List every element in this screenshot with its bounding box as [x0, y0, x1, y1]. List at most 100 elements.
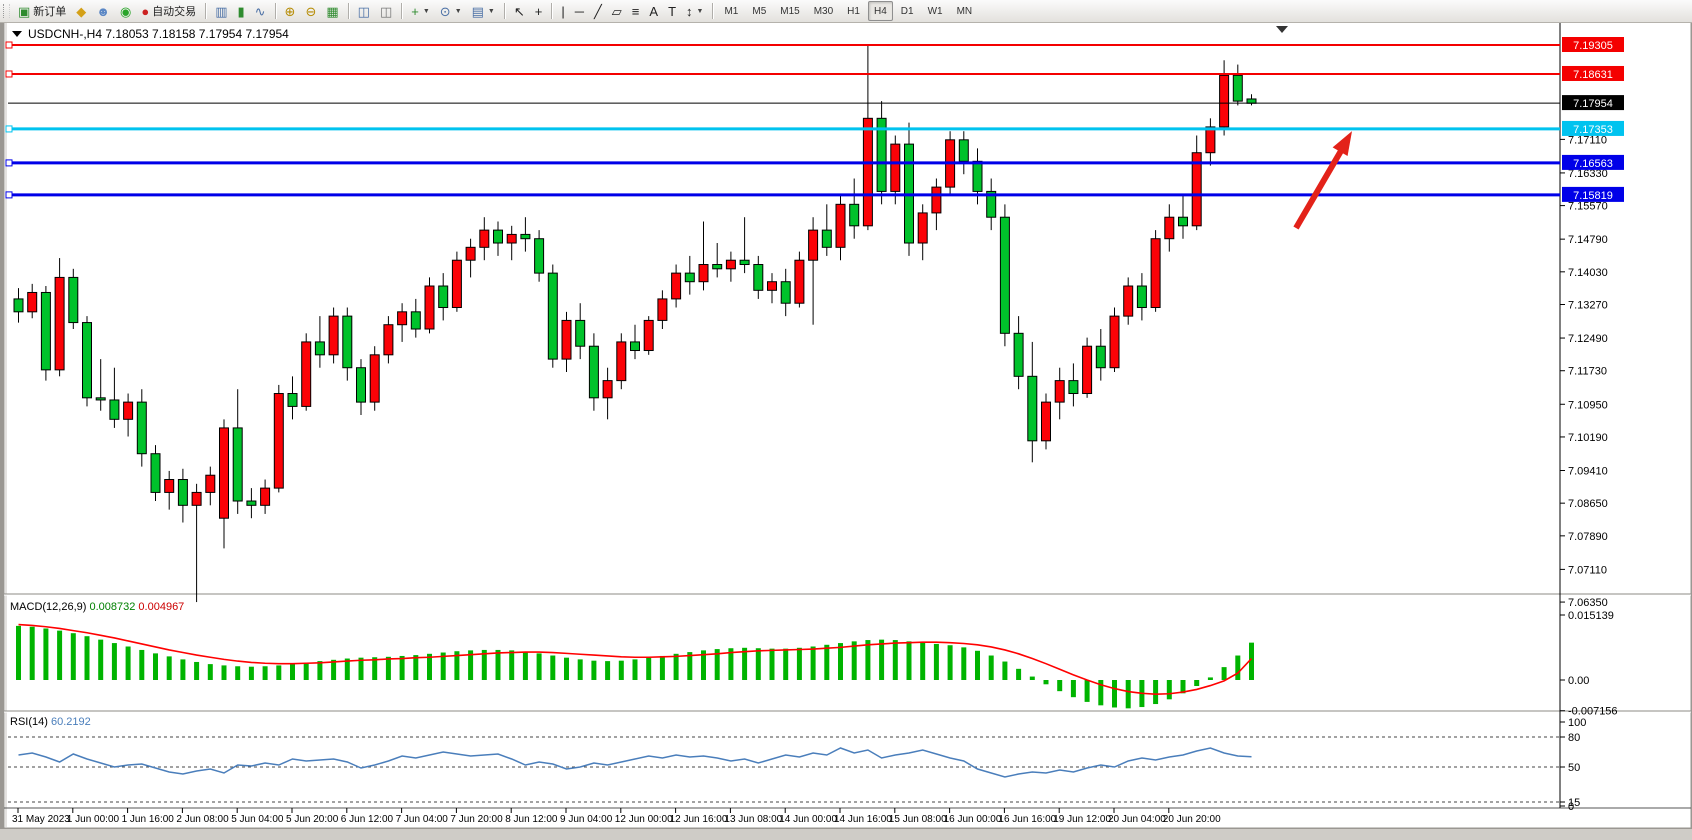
support-line-blue-2-handle[interactable] — [5, 191, 13, 199]
current-price-badge[interactable] — [1562, 95, 1624, 111]
tile-windows-button[interactable]: ▦ — [322, 1, 342, 21]
candle-body — [1205, 126, 1216, 154]
candle-body — [109, 399, 120, 420]
candle-body — [479, 229, 490, 248]
bar-chart-button[interactable]: ▥ — [211, 1, 231, 21]
macd-histogram-bar — [495, 649, 501, 680]
new-order-button[interactable]: ▣ 新订单 — [14, 1, 70, 21]
candle-body — [424, 285, 435, 330]
annotation-arrow-head[interactable] — [1332, 131, 1353, 156]
macd-histogram-bar — [1221, 667, 1227, 680]
line-chart-button[interactable]: ∿ — [251, 1, 270, 21]
chevron-down-icon[interactable]: ▼ — [487, 7, 495, 15]
chart-shift-marker[interactable] — [1276, 26, 1288, 33]
resistance-line-2-badge[interactable] — [1562, 65, 1624, 81]
annotation-arrow-shaft[interactable] — [1293, 142, 1348, 230]
chevron-down-icon[interactable]: ▼ — [454, 7, 462, 15]
community-icon: ☻ — [96, 3, 110, 19]
macd-histogram-bar — [153, 653, 158, 680]
resistance-line-2-handle[interactable] — [5, 70, 13, 78]
candle-body — [410, 311, 421, 330]
zoom-in-button[interactable]: ⊕ — [281, 1, 300, 21]
candle-body — [794, 259, 805, 304]
macd-histogram-bar — [742, 647, 748, 680]
text-button[interactable]: A — [645, 1, 662, 21]
template-button[interactable]: ▤ ▼ — [468, 1, 499, 21]
svg-text:80: 80 — [1568, 732, 1580, 744]
vertical-line-icon: | — [561, 3, 565, 19]
macd-histogram-bar — [687, 652, 693, 680]
timeframe-w1-button[interactable]: W1 — [927, 5, 943, 17]
resistance-line-1-handle[interactable] — [5, 41, 13, 49]
trendline-button[interactable]: ╱ — [590, 1, 606, 21]
candle-body — [1123, 285, 1134, 317]
chevron-down-icon[interactable]: ▼ — [422, 7, 430, 15]
timeframe-h4-button[interactable]: H4 — [867, 1, 893, 21]
timeframe-h1-button[interactable]: H1 — [847, 5, 860, 17]
add-indicator-icon: + — [411, 3, 419, 19]
chevron-down-icon[interactable]: ▼ — [696, 7, 704, 15]
macd-histogram-bar — [564, 657, 569, 680]
candle-body — [301, 341, 312, 407]
community-button[interactable]: ☻ — [92, 1, 114, 21]
svg-text:50: 50 — [1568, 762, 1580, 774]
candle-body — [232, 427, 243, 502]
candle-chart-button[interactable]: ▮ — [233, 1, 248, 21]
resistance-line-1-badge[interactable] — [1562, 37, 1624, 52]
text-label-icon: T — [668, 3, 677, 19]
macd-histogram-bar — [1235, 655, 1241, 680]
candle-body — [808, 229, 819, 261]
vertical-line-button[interactable]: | — [557, 1, 568, 21]
text-label-button[interactable]: T — [664, 1, 680, 21]
channel-button[interactable]: ▱ — [608, 1, 626, 21]
svg-text:0.00: 0.00 — [1568, 675, 1589, 687]
indicator-window-button[interactable]: ◫ — [354, 1, 374, 21]
svg-text:7.07110: 7.07110 — [1568, 564, 1607, 576]
gold-button[interactable]: ◆ — [72, 1, 90, 21]
macd-histogram-bar — [1043, 680, 1049, 685]
resistance-line-2-badge-label: 7.18631 — [1573, 69, 1613, 81]
macd-histogram-bar — [1153, 680, 1159, 705]
support-line-blue-2-badge[interactable] — [1562, 186, 1624, 202]
zoom-out-button[interactable]: ⊖ — [301, 1, 320, 21]
candle-body — [287, 393, 298, 407]
svg-text:5 Jun 20:00: 5 Jun 20:00 — [286, 814, 339, 825]
timeframe-m1-button[interactable]: M1 — [724, 5, 739, 17]
horizontal-line-button[interactable]: ─ — [571, 1, 588, 21]
support-line-cyan-handle[interactable] — [5, 125, 13, 133]
timeframe-d1-button[interactable]: D1 — [900, 5, 914, 17]
support-line-blue-1-badge-label: 7.16563 — [1573, 158, 1613, 170]
cursor-arrow-button[interactable]: ↖ — [510, 1, 529, 21]
candle-body — [698, 264, 709, 283]
fibonacci-button[interactable]: ≡ — [628, 1, 644, 21]
new-chart-button[interactable]: ◫ — [376, 1, 396, 21]
candle-body — [314, 341, 325, 356]
arrows-object-button[interactable]: ↕ ▼ — [682, 1, 707, 21]
svg-text:7.14790: 7.14790 — [1568, 234, 1608, 246]
macd-histogram-bar — [43, 628, 49, 680]
timeframe-m5-button[interactable]: M5 — [752, 5, 767, 17]
svg-text:31 May 2023: 31 May 2023 — [12, 814, 70, 825]
macd-histogram-bar — [975, 650, 980, 680]
crosshair-button[interactable]: + — [531, 1, 547, 21]
timeframe-m15-button[interactable]: M15 — [780, 5, 800, 17]
support-line-blue-1-handle[interactable] — [5, 159, 13, 167]
rsi-line — [18, 747, 1252, 778]
timeframe-mn-button[interactable]: MN — [956, 5, 973, 17]
add-indicator-button[interactable]: + ▼ — [407, 1, 434, 21]
period-clock-button[interactable]: ⊙ ▼ — [436, 1, 466, 21]
text-icon: A — [649, 3, 659, 19]
macd-histogram-bar — [591, 660, 597, 680]
candle-body — [451, 259, 462, 309]
symbol-dropdown-icon[interactable] — [12, 31, 22, 37]
macd-histogram-bar — [276, 665, 282, 680]
autotrade-button[interactable]: ● 自动交易 — [137, 1, 200, 21]
support-line-blue-1-badge[interactable] — [1562, 154, 1624, 170]
timeframe-m30-button[interactable]: M30 — [813, 5, 834, 17]
macd-histogram-bar — [1112, 680, 1117, 708]
support-line-cyan-badge[interactable] — [1562, 120, 1624, 136]
signal-button[interactable]: ◉ — [116, 1, 135, 21]
svg-text:14 Jun 16:00: 14 Jun 16:00 — [834, 814, 892, 825]
